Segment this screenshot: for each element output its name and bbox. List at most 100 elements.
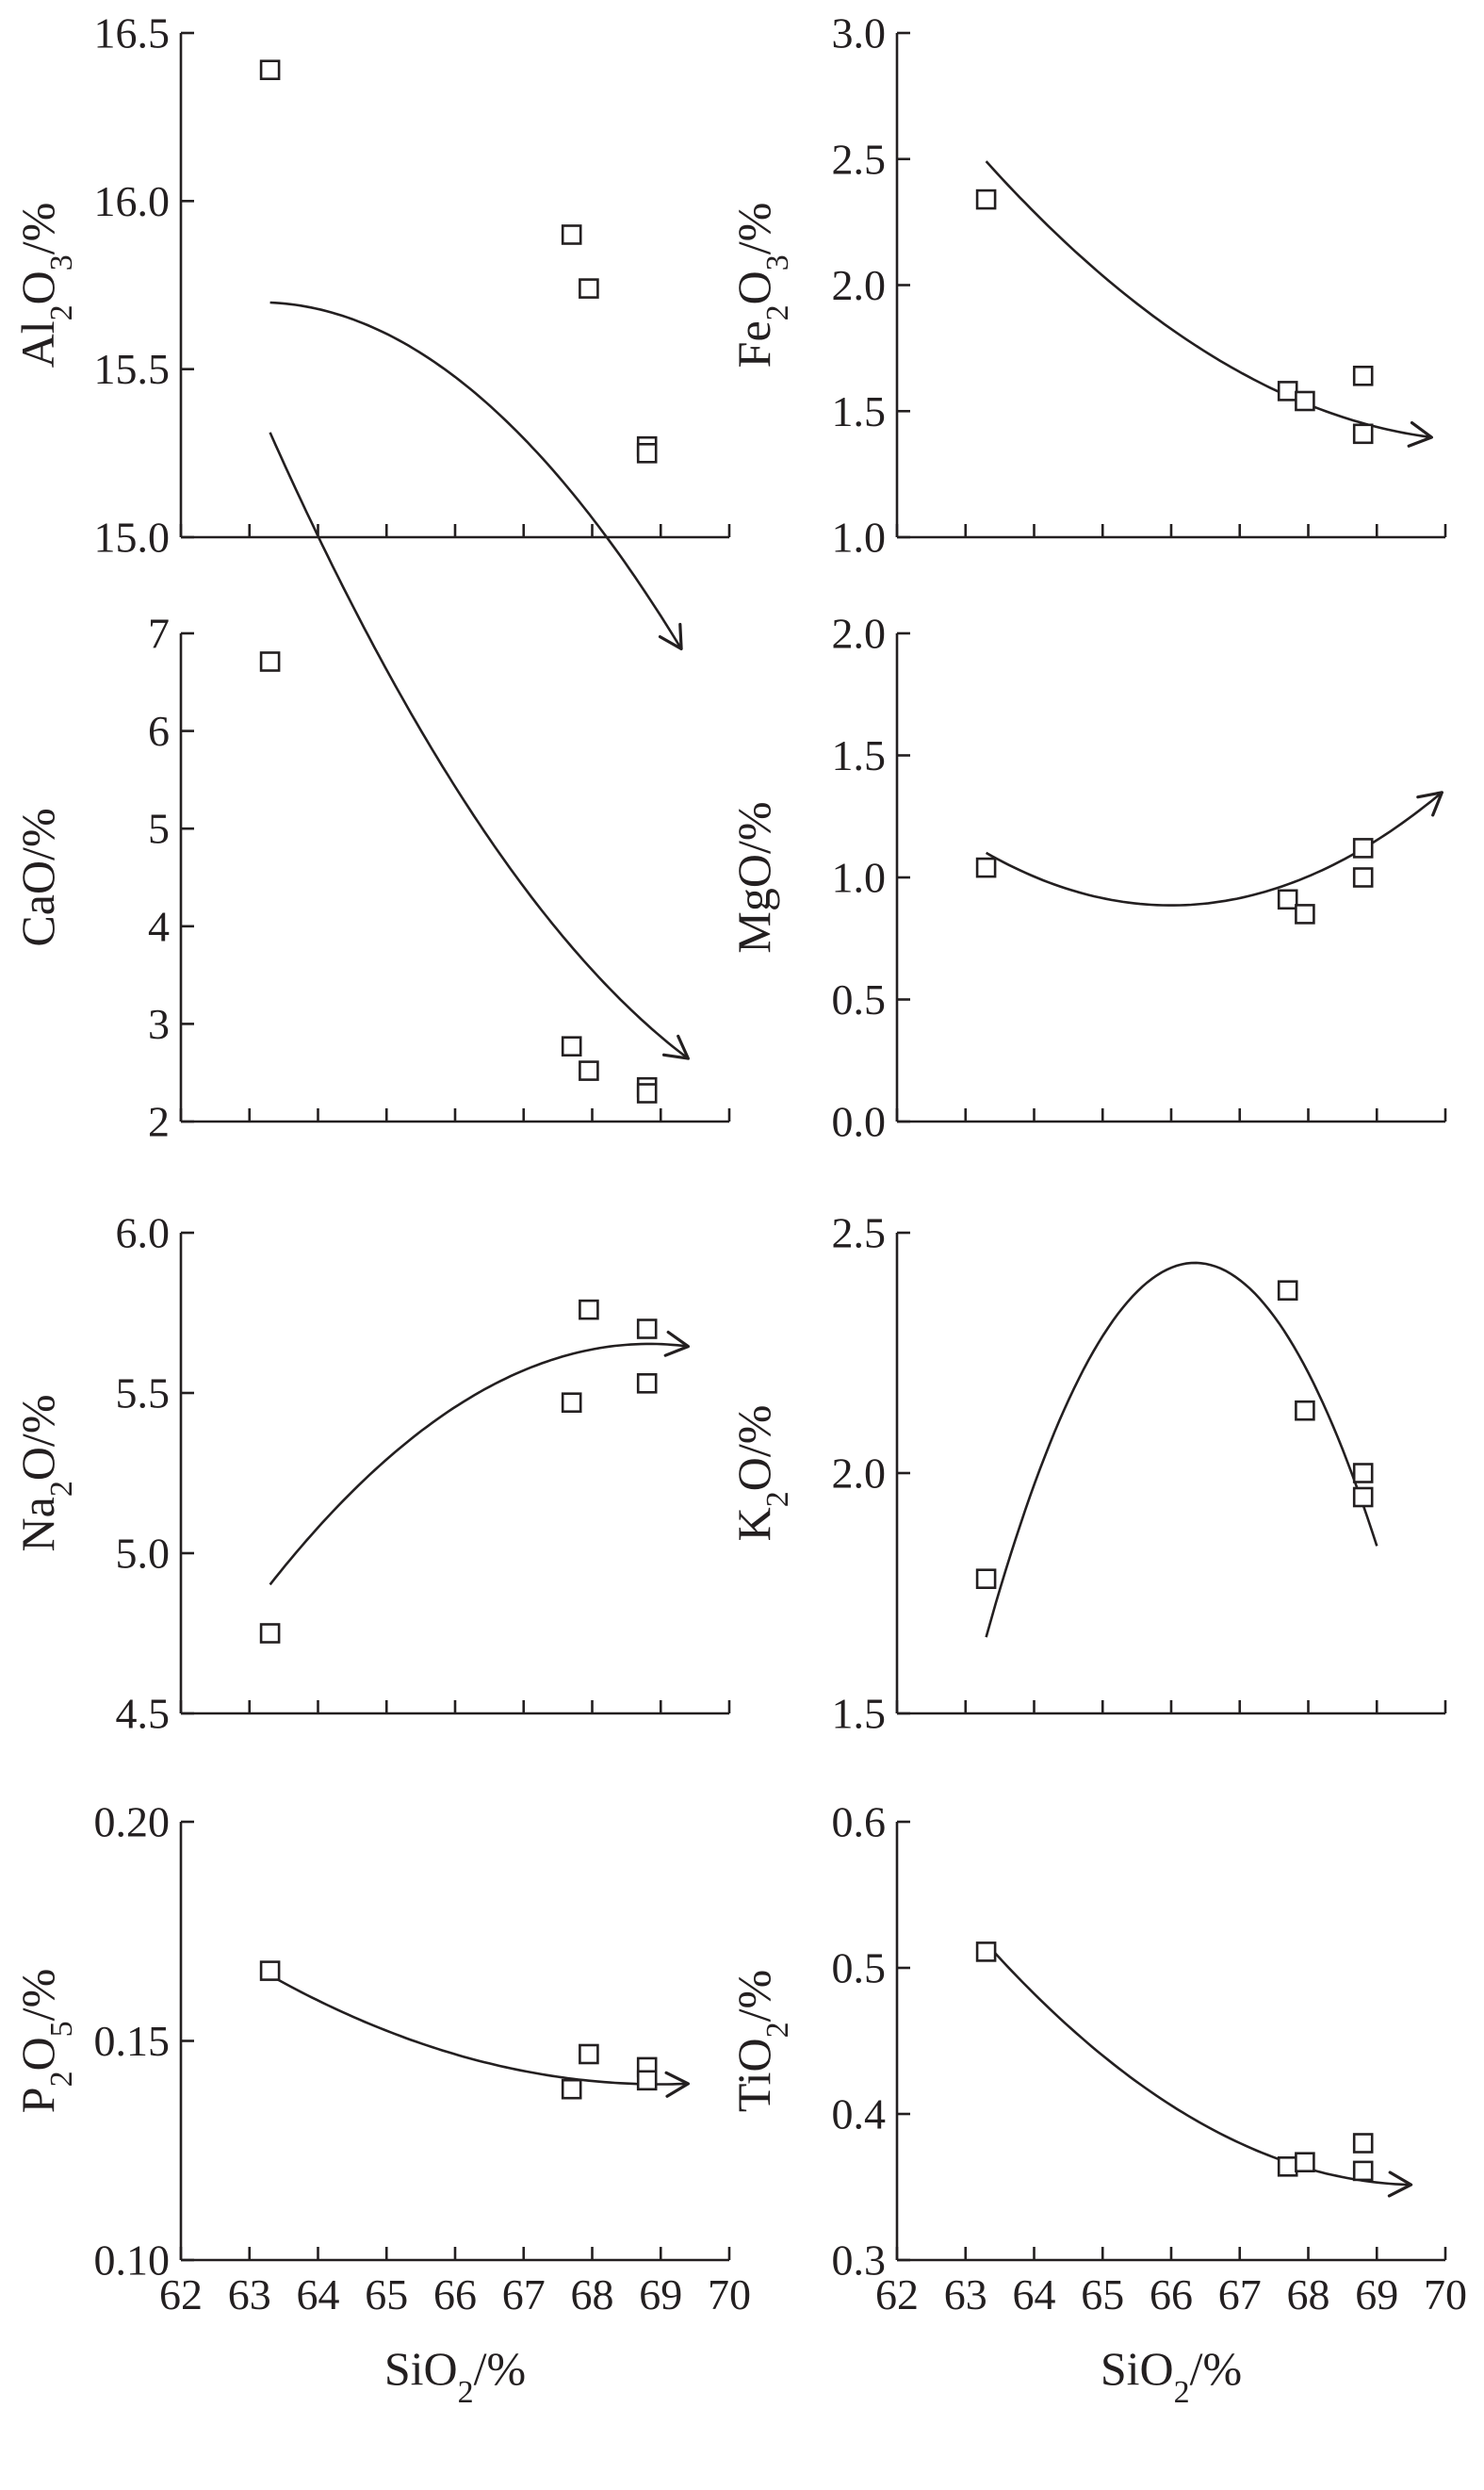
label-part: /% [1190,2342,1243,2395]
subscript: 2 [760,1491,795,1507]
label-part: Na [11,1497,64,1551]
subscript: 2 [44,304,79,320]
data-point [1352,365,1374,386]
y-tick-label: 0.20 [94,1798,171,1846]
y-tick-label: 0.15 [94,2017,171,2065]
subscript: 3 [44,254,79,270]
subscript: 2 [760,304,795,320]
data-point [1277,1280,1298,1301]
panel-3: 0.0 0.5 1.0 1.5 2.0 MgO/% [727,610,1447,1146]
y-tick-label: 16.5 [94,9,171,57]
data-point [561,1392,582,1413]
label-part: /% [11,1969,64,2022]
data-point [259,651,281,672]
y-axis-label: MgO/% [727,801,780,953]
label-part: O/% [11,1395,64,1482]
y-tick-label: 2.5 [832,1209,887,1257]
trend-curve [985,160,1432,439]
trend-curve [269,301,683,650]
y-tick-label: 5.5 [116,1369,171,1417]
data-point [1352,838,1374,859]
trend-curve [985,791,1443,907]
data-point [259,59,281,80]
data-point [636,1083,658,1104]
y-tick-label: 5.0 [116,1530,171,1578]
y-tick-label: 5 [148,805,170,853]
y-tick-label: 4.5 [116,1690,171,1738]
y-tick-label: 0.4 [832,2090,887,2138]
data-point [1352,2133,1374,2154]
data-point [636,1319,658,1339]
x-tick-label: 63 [228,2270,271,2318]
data-point [579,1299,599,1320]
trend-arrow-head [1407,421,1433,448]
data-point [1295,904,1315,925]
trend-curve [269,1342,689,1586]
panel-2: 2 3 4 5 6 7 CaO/% [11,432,731,1146]
data-point [1352,2160,1374,2182]
x-tick-label: 66 [433,2270,477,2318]
y-tick-label: 2.0 [832,1450,887,1498]
data-point [259,1960,281,1981]
label-part: Fe [727,320,780,368]
label-part: K [727,1507,780,1541]
y-tick-label: 1.0 [832,514,887,562]
y-tick-label: 4 [148,902,170,950]
data-point [1277,2156,1298,2177]
subscript: 2 [760,2022,795,2038]
subscript: 2 [44,2071,79,2087]
subscript: 5 [44,2021,79,2037]
data-point [1352,1486,1374,1508]
label-part: P [11,2087,64,2113]
trend-arrow-head [664,2071,690,2098]
subscript: 2 [44,1481,79,1497]
trend-curve [269,1974,689,2086]
data-point [1277,889,1298,910]
x-tick-label: 62 [159,2270,203,2318]
panel-4: 4.5 5.0 5.5 6.0 Na2O/% [11,1209,731,1738]
x-axis-label: SiO2/% [1101,2342,1242,2410]
data-point [975,188,997,210]
y-axis-label: Al2O3/% [11,203,79,369]
y-tick-label: 3 [148,1000,170,1048]
x-tick-label: 62 [875,2270,919,2318]
y-axis-label: Fe2O3/% [727,203,795,369]
trend-arrow-head [1416,791,1443,817]
data-point [579,1060,599,1081]
y-tick-label: 2.0 [832,261,887,309]
subscript: 3 [760,254,795,270]
x-tick-label: 70 [708,2270,751,2318]
label-part: /% [727,1970,780,2023]
panel-0: 15.0 15.5 16.0 16.5 Al2O3/% [11,9,731,651]
trend-curve [985,1261,1378,1638]
label-part: O/% [727,1405,780,1492]
x-tick-label: 67 [1218,2270,1262,2318]
data-point [259,1623,281,1644]
panel-7: 0.30.40.50.662 63 64 65 66 67 68 69 70TiO2/%SiO2… [727,1798,1467,2410]
x-tick-label: 69 [639,2270,682,2318]
data-point [1352,867,1374,888]
trend-arrow-head [1387,2171,1413,2198]
data-point [579,278,599,299]
data-point [561,2078,582,2100]
label-part: O [727,270,780,304]
label-part: /% [11,203,64,255]
data-point [636,1373,658,1394]
x-tick-label: 69 [1355,2270,1398,2318]
trend-curve [985,1942,1411,2187]
x-tick-label: 70 [1424,2270,1467,2318]
y-tick-label: 15.5 [94,345,171,393]
x-tick-label: 65 [365,2270,408,2318]
label-part: O [11,2037,64,2071]
subscript: 2 [458,2375,474,2410]
label-part: /% [474,2342,527,2395]
trend-curve [269,432,690,1060]
y-tick-label: 0.10 [94,2236,171,2285]
data-point [1277,381,1298,401]
label-part: /% [727,203,780,255]
y-tick-label: 1.5 [832,387,887,435]
data-point [561,224,582,245]
y-tick-label: 7 [148,610,170,658]
label-part: CaO/% [11,808,64,946]
